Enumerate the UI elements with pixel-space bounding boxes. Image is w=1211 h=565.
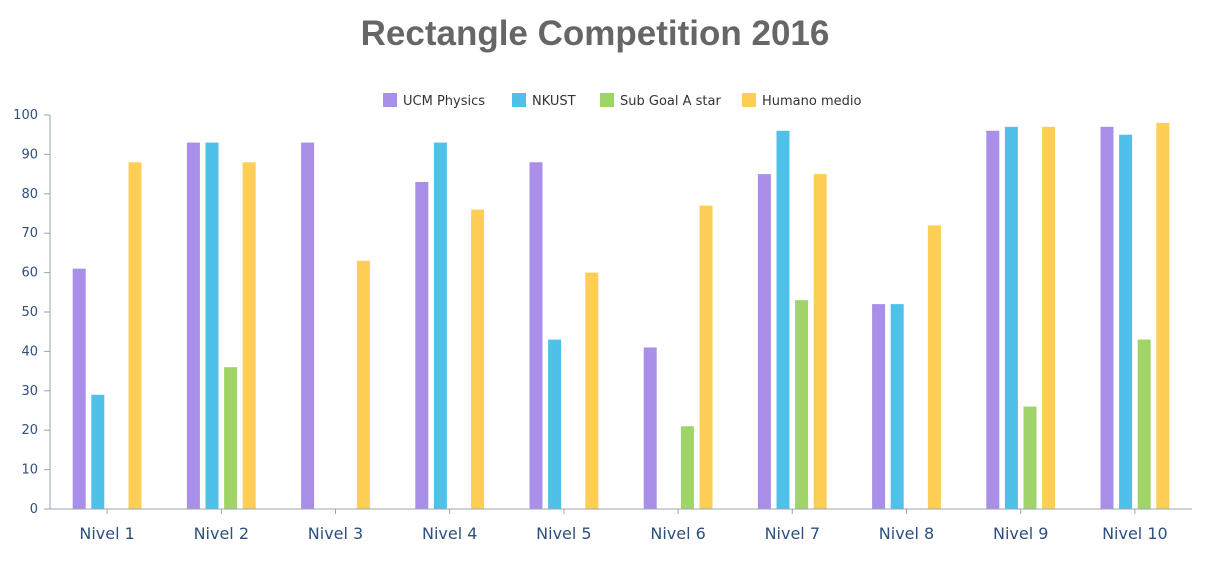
- y-tick-label: 10: [21, 463, 38, 478]
- bar-nkust[interactable]: [890, 304, 904, 509]
- y-tick-label: 0: [30, 502, 38, 517]
- bar-nkust[interactable]: [548, 339, 562, 509]
- y-tick-label: 90: [21, 147, 38, 162]
- legend-label: Humano medio: [762, 94, 861, 109]
- bar-nkust[interactable]: [91, 394, 105, 509]
- x-axis: Nivel 1 Nivel 2 Nivel 3 Nivel 4 Nivel 5 Nivel…: [50, 508, 1192, 543]
- y-tick-label: 50: [21, 305, 38, 320]
- y-tick-label: 100: [13, 108, 38, 123]
- bar-nkust[interactable]: [1119, 134, 1133, 509]
- y-tick-label: 60: [21, 266, 38, 281]
- y-tick-label: 20: [21, 423, 38, 438]
- bar-nkust[interactable]: [776, 130, 790, 509]
- bar-humano-medio[interactable]: [1156, 122, 1170, 509]
- bar-humano-medio[interactable]: [356, 260, 370, 509]
- bar-sub-goal-a-star[interactable]: [795, 300, 809, 509]
- bars: [72, 122, 1170, 510]
- bar-nkust[interactable]: [1004, 126, 1018, 509]
- legend-swatch: [600, 93, 614, 107]
- legend-swatch: [512, 93, 526, 107]
- legend-label: Sub Goal A star: [620, 94, 721, 109]
- bar-sub-goal-a-star[interactable]: [1023, 406, 1037, 509]
- bar-humano-medio[interactable]: [471, 209, 485, 509]
- x-tick-label: Nivel 7: [765, 524, 820, 543]
- x-tick-label: Nivel 5: [536, 524, 591, 543]
- bar-ucm-physics[interactable]: [757, 174, 771, 509]
- legend-swatch: [742, 93, 756, 107]
- x-tick-label: Nivel 10: [1102, 524, 1168, 543]
- x-tick-label: Nivel 3: [308, 524, 363, 543]
- x-tick-label: Nivel 4: [422, 524, 477, 543]
- bar-humano-medio[interactable]: [927, 225, 941, 509]
- bar-sub-goal-a-star[interactable]: [680, 426, 694, 509]
- legend-label: UCM Physics: [403, 94, 485, 109]
- x-tick-label: Nivel 8: [879, 524, 934, 543]
- bar-sub-goal-a-star[interactable]: [224, 367, 238, 509]
- chart-title: Rectangle Competition 2016: [360, 14, 830, 53]
- legend-label: NKUST: [532, 94, 576, 109]
- bar-humano-medio[interactable]: [585, 272, 599, 509]
- bar-sub-goal-a-star[interactable]: [1137, 339, 1151, 509]
- bar-ucm-physics[interactable]: [529, 162, 543, 509]
- bar-ucm-physics[interactable]: [415, 181, 429, 510]
- bar-humano-medio[interactable]: [699, 205, 713, 509]
- legend: UCM Physics NKUST Sub Goal A star Humano me…: [383, 93, 861, 109]
- y-tick-label: 70: [21, 226, 38, 241]
- bar-ucm-physics[interactable]: [1100, 126, 1114, 509]
- bar-ucm-physics[interactable]: [186, 142, 200, 509]
- bar-nkust[interactable]: [205, 142, 219, 509]
- y-tick-label: 30: [21, 384, 38, 399]
- bar-ucm-physics[interactable]: [643, 347, 657, 509]
- bar-ucm-physics[interactable]: [301, 142, 315, 509]
- y-tick-label: 80: [21, 187, 38, 202]
- bar-humano-medio[interactable]: [242, 162, 256, 509]
- bar-ucm-physics[interactable]: [72, 268, 86, 509]
- x-tick-label: Nivel 6: [650, 524, 705, 543]
- y-axis: 0 10 20 30 40 50 60 70 80 90 100: [13, 108, 51, 517]
- bar-humano-medio[interactable]: [128, 162, 142, 509]
- bar-nkust[interactable]: [433, 142, 447, 509]
- bar-ucm-physics[interactable]: [986, 130, 1000, 509]
- x-tick-label: Nivel 1: [79, 524, 134, 543]
- bar-humano-medio[interactable]: [1042, 126, 1056, 509]
- y-tick-label: 40: [21, 344, 38, 359]
- legend-swatch: [383, 93, 397, 107]
- x-tick-label: Nivel 9: [993, 524, 1048, 543]
- bar-ucm-physics[interactable]: [872, 304, 886, 509]
- x-tick-label: Nivel 2: [194, 524, 249, 543]
- bar-humano-medio[interactable]: [813, 174, 827, 509]
